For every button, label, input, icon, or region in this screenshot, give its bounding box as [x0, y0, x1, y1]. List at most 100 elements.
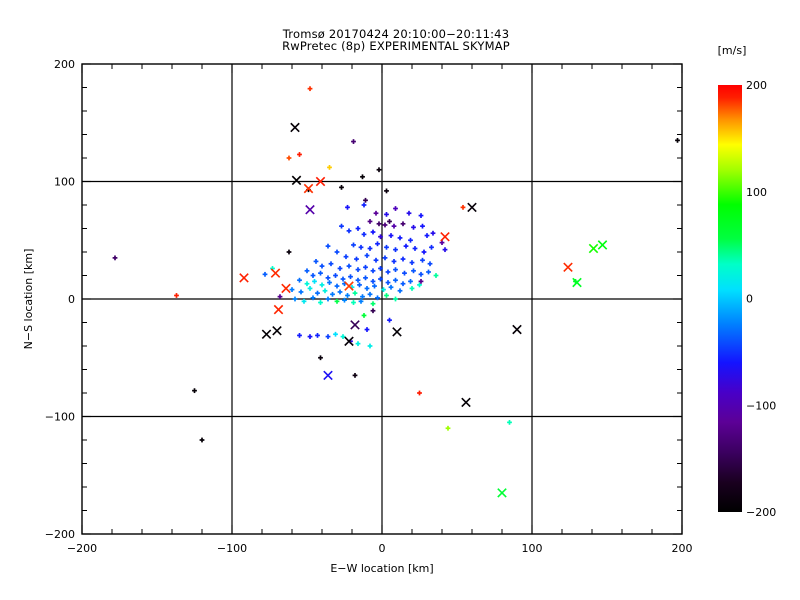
data-point-plus[interactable] — [417, 390, 422, 396]
data-point-plus[interactable] — [297, 277, 302, 283]
data-point-plus[interactable] — [310, 273, 316, 278]
data-point-plus[interactable] — [418, 271, 424, 277]
data-point-plus[interactable] — [384, 188, 389, 194]
data-point-plus[interactable] — [340, 334, 346, 339]
data-point-plus[interactable] — [289, 287, 295, 292]
data-point-plus[interactable] — [364, 286, 370, 291]
data-point-plus[interactable] — [400, 256, 406, 262]
data-point-plus[interactable] — [393, 277, 398, 283]
data-point-plus[interactable] — [337, 289, 343, 295]
data-point-plus[interactable] — [337, 266, 343, 271]
data-point-plus[interactable] — [313, 259, 319, 264]
data-point-plus[interactable] — [307, 286, 313, 291]
data-point-plus[interactable] — [378, 266, 383, 271]
data-point-plus[interactable] — [345, 204, 350, 210]
data-point-plus[interactable] — [411, 268, 416, 274]
data-point-cross[interactable] — [344, 336, 354, 347]
data-point-plus[interactable] — [363, 197, 368, 203]
data-point-cross[interactable] — [461, 397, 471, 408]
data-point-plus[interactable] — [361, 231, 367, 237]
data-point-cross[interactable] — [588, 243, 599, 254]
data-point-plus[interactable] — [400, 221, 406, 227]
data-point-plus[interactable] — [307, 334, 313, 339]
data-point-plus[interactable] — [373, 257, 379, 263]
data-point-cross[interactable] — [270, 268, 281, 278]
data-point-plus[interactable] — [376, 167, 382, 173]
data-point-plus[interactable] — [387, 317, 392, 323]
data-point-plus[interactable] — [420, 223, 425, 229]
data-point-plus[interactable] — [376, 221, 382, 227]
data-point-plus[interactable] — [391, 259, 397, 264]
data-point-plus[interactable] — [355, 277, 361, 283]
data-point-plus[interactable] — [385, 280, 391, 285]
data-point-plus[interactable] — [382, 222, 388, 228]
data-point-plus[interactable] — [420, 257, 425, 263]
data-point-plus[interactable] — [375, 295, 380, 301]
data-point-plus[interactable] — [421, 249, 427, 255]
data-point-plus[interactable] — [355, 226, 361, 231]
data-point-plus[interactable] — [352, 290, 358, 296]
data-point-plus[interactable] — [393, 296, 398, 302]
data-point-plus[interactable] — [363, 275, 368, 281]
data-point-plus[interactable] — [418, 213, 424, 218]
data-point-plus[interactable] — [301, 298, 307, 304]
data-point-cross[interactable] — [305, 204, 315, 215]
data-point-plus[interactable] — [418, 278, 424, 284]
data-point-plus[interactable] — [312, 278, 317, 284]
data-point-plus[interactable] — [352, 372, 358, 378]
data-point-plus[interactable] — [333, 331, 338, 337]
data-point-plus[interactable] — [322, 288, 328, 294]
data-point-plus[interactable] — [334, 249, 340, 255]
data-point-plus[interactable] — [358, 244, 364, 250]
data-point-plus[interactable] — [199, 437, 205, 443]
data-point-plus[interactable] — [304, 268, 310, 274]
data-point-plus[interactable] — [408, 278, 413, 284]
data-point-plus[interactable] — [393, 206, 398, 211]
data-point-plus[interactable] — [402, 270, 407, 276]
data-point-plus[interactable] — [433, 273, 439, 278]
data-point-plus[interactable] — [442, 247, 448, 253]
data-point-plus[interactable] — [348, 274, 353, 280]
data-point-plus[interactable] — [343, 254, 349, 260]
data-point-plus[interactable] — [445, 425, 451, 431]
data-point-plus[interactable] — [319, 263, 325, 269]
data-point-plus[interactable] — [360, 294, 365, 300]
data-point-plus[interactable] — [385, 269, 391, 275]
data-point-plus[interactable] — [427, 261, 433, 267]
data-point-plus[interactable] — [325, 275, 331, 281]
data-point-plus[interactable] — [373, 210, 379, 216]
data-point-cross[interactable] — [344, 281, 354, 291]
data-point-plus[interactable] — [409, 286, 415, 291]
data-point-plus[interactable] — [358, 298, 364, 304]
data-point-plus[interactable] — [330, 291, 335, 297]
data-point-plus[interactable] — [318, 270, 323, 276]
data-point-plus[interactable] — [355, 341, 361, 347]
data-point-plus[interactable] — [333, 273, 338, 278]
data-point-plus[interactable] — [339, 223, 344, 229]
data-point-plus[interactable] — [426, 269, 431, 275]
data-point-plus[interactable] — [370, 301, 376, 307]
data-point-plus[interactable] — [318, 355, 323, 361]
data-point-plus[interactable] — [325, 243, 331, 249]
data-point-plus[interactable] — [315, 333, 320, 338]
data-point-plus[interactable] — [342, 297, 347, 303]
data-point-cross[interactable] — [239, 273, 249, 283]
data-point-cross[interactable] — [272, 325, 282, 336]
data-point-plus[interactable] — [286, 155, 292, 161]
data-point-plus[interactable] — [345, 293, 350, 298]
data-point-plus[interactable] — [367, 343, 373, 349]
data-point-plus[interactable] — [382, 255, 388, 261]
data-point-cross[interactable] — [315, 176, 326, 187]
data-point-plus[interactable] — [367, 291, 373, 297]
data-point-plus[interactable] — [403, 243, 409, 249]
data-point-plus[interactable] — [387, 219, 392, 224]
data-point-plus[interactable] — [334, 283, 340, 289]
data-point-plus[interactable] — [361, 202, 367, 208]
data-point-cross[interactable] — [572, 277, 582, 288]
data-point-plus[interactable] — [381, 287, 386, 292]
data-point-cross[interactable] — [291, 175, 302, 186]
data-point-cross[interactable] — [273, 304, 284, 315]
data-point-plus[interactable] — [277, 294, 283, 300]
data-point-plus[interactable] — [393, 267, 398, 273]
data-point-plus[interactable] — [409, 260, 415, 265]
